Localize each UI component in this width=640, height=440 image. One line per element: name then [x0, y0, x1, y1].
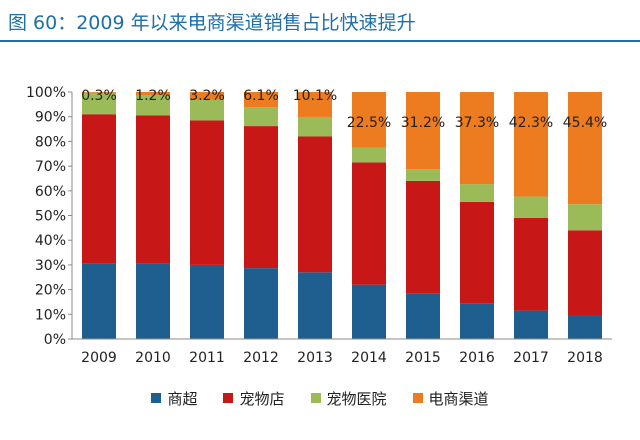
legend-item-0: 商超 [151, 388, 197, 409]
bar-2009-series-1 [82, 114, 116, 264]
legend-item-2: 宠物医院 [310, 388, 387, 409]
bar-2016-series-0 [460, 303, 494, 339]
bar-2015-series-3 [406, 92, 440, 170]
data-label-2015: 31.2% [401, 115, 445, 131]
bar-2017-series-2 [514, 196, 548, 218]
bar-2017-series-3 [514, 92, 548, 197]
x-tick-label-2017: 2017 [513, 350, 549, 366]
x-tick-label-2009: 2009 [81, 350, 117, 366]
page-title: 图 60：2009 年以来电商渠道销售占比快速提升 [8, 12, 416, 34]
bar-2012-series-1 [244, 126, 278, 269]
bar-2017-series-1 [514, 217, 548, 311]
y-tick-label: 0% [44, 332, 66, 348]
bar-2009-series-3 [82, 92, 116, 93]
bar-2016-series-3 [460, 92, 494, 185]
bar-2010-series-0 [136, 263, 170, 339]
legend-swatch [223, 393, 234, 403]
legend-item-3: 电商渠道 [412, 388, 489, 409]
bar-2016-series-2 [460, 184, 494, 202]
data-label-2012: 6.1% [243, 88, 279, 104]
bar-2010-series-2 [136, 94, 170, 116]
legend-label: 宠物医院 [326, 389, 387, 408]
bar-2013-series-2 [298, 116, 332, 137]
title-divider [0, 40, 640, 42]
legend-label: 宠物店 [239, 389, 285, 408]
y-tick-label: 60% [35, 184, 66, 200]
y-tick-label: 80% [35, 134, 66, 150]
bar-2010-series-1 [136, 115, 170, 264]
legend-swatch [151, 393, 162, 403]
data-label-2017: 42.3% [509, 115, 553, 131]
y-tick-label: 40% [35, 233, 66, 249]
legend-swatch [412, 393, 423, 403]
bar-2013-series-3 [298, 92, 332, 117]
data-label-2009: 0.3% [81, 88, 117, 104]
bar-2009-series-2 [82, 92, 116, 115]
bar-2009-series-0 [82, 263, 116, 339]
data-label-2014: 22.5% [347, 115, 391, 131]
bar-2015-series-2 [406, 169, 440, 181]
bar-2013-series-1 [298, 136, 332, 273]
x-tick-label-2012: 2012 [243, 350, 279, 366]
data-label-2013: 10.1% [293, 88, 337, 104]
bar-2018-series-0 [568, 315, 602, 339]
legend-label: 电商渠道 [428, 389, 489, 408]
x-tick-label-2015: 2015 [405, 350, 441, 366]
bar-2012-series-3 [244, 92, 278, 108]
bar-2015-series-0 [406, 293, 440, 339]
x-tick-label-2011: 2011 [189, 350, 225, 366]
bar-2014-series-3 [352, 92, 386, 148]
bar-2016-series-1 [460, 201, 494, 304]
y-tick-label: 50% [35, 209, 66, 225]
bar-2018-series-1 [568, 230, 602, 316]
bar-2014-series-1 [352, 162, 386, 285]
data-label-2011: 3.2% [189, 88, 225, 104]
x-tick-label-2013: 2013 [297, 350, 333, 366]
x-tick-label-2010: 2010 [135, 350, 171, 366]
x-tick-label-2016: 2016 [459, 350, 495, 366]
bar-2011-series-2 [190, 99, 224, 121]
x-tick-label-2018: 2018 [567, 350, 603, 366]
y-tick-label: 20% [35, 283, 66, 299]
y-tick-label: 90% [35, 110, 66, 126]
data-label-2018: 45.4% [563, 115, 607, 131]
y-tick-label: 30% [35, 258, 66, 274]
bar-2011-series-1 [190, 120, 224, 265]
bar-2014-series-0 [352, 284, 386, 339]
x-tick-label-2014: 2014 [351, 350, 387, 366]
title-bar: 图 60：2009 年以来电商渠道销售占比快速提升 [0, 0, 640, 44]
y-tick-label: 100% [26, 85, 66, 101]
bar-2018-series-3 [568, 92, 602, 205]
data-label-2016: 37.3% [455, 115, 499, 131]
y-tick-label: 10% [35, 307, 66, 323]
legend-item-1: 宠物店 [223, 388, 285, 409]
bar-2018-series-2 [568, 204, 602, 231]
legend-swatch [310, 393, 321, 403]
data-label-2010: 1.2% [135, 88, 171, 104]
chart-legend: 商超 宠物店 宠物医院 电商渠道 [0, 386, 640, 410]
bar-2012-series-0 [244, 268, 278, 339]
bar-2013-series-0 [298, 272, 332, 339]
bar-2014-series-2 [352, 147, 386, 163]
bar-2011-series-3 [190, 92, 224, 100]
bar-2010-series-3 [136, 92, 170, 95]
bar-2011-series-0 [190, 264, 224, 339]
bar-2015-series-1 [406, 180, 440, 294]
legend-label: 商超 [167, 389, 198, 408]
bar-2017-series-0 [514, 310, 548, 339]
y-tick-label: 70% [35, 159, 66, 175]
bar-2012-series-2 [244, 107, 278, 127]
